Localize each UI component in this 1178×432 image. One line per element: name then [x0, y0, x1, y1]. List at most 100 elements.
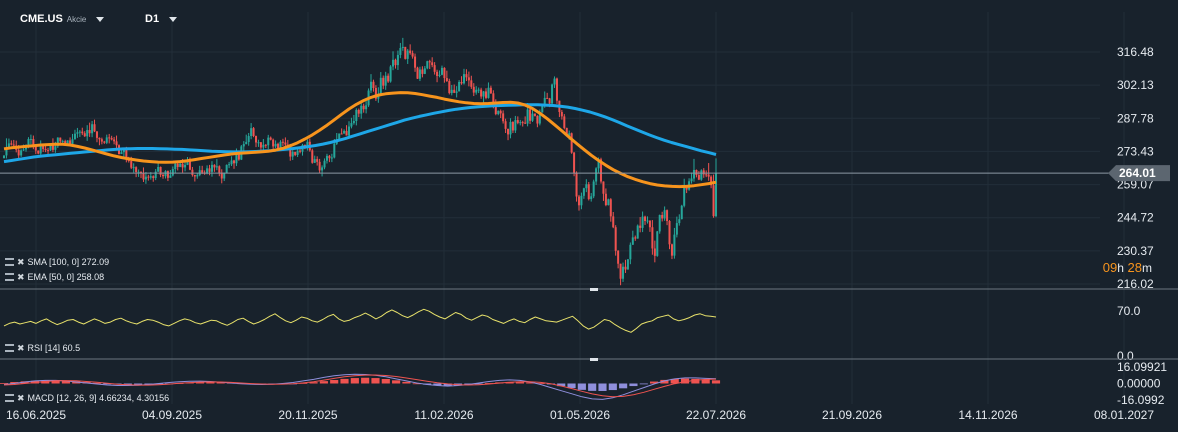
price-tick-label: 316.48 [1117, 45, 1154, 59]
close-icon[interactable]: ✖ [17, 271, 25, 282]
grid-lines [0, 12, 1125, 404]
candle-body [519, 122, 522, 124]
candle-body [577, 196, 580, 206]
macd-histogram-bar [608, 383, 617, 391]
candle-body [472, 86, 475, 93]
candle-body [714, 173, 718, 217]
candle-body [166, 171, 169, 178]
candle-body [360, 105, 363, 114]
moving-averages [3, 91, 717, 189]
candle-body [171, 169, 174, 176]
candle-body [436, 71, 439, 76]
candle-body [462, 74, 465, 84]
candle-body [220, 172, 223, 179]
candle-body [44, 148, 47, 151]
candle-body [81, 131, 84, 134]
candle-body [350, 123, 353, 127]
candle-body [201, 170, 204, 173]
legend-sma[interactable]: ✖ SMA [100, 0] 272.09 [5, 256, 109, 268]
candle-body [401, 46, 404, 49]
candle-body [7, 143, 10, 149]
candle-body [629, 244, 632, 260]
panel-dividers[interactable] [0, 288, 1178, 361]
candle-body [267, 137, 270, 146]
macd-histogram-bar [51, 380, 60, 384]
settings-icon[interactable] [5, 258, 14, 266]
candle-body [5, 148, 8, 156]
macd-histogram-bar [505, 381, 514, 384]
macd-histogram-bar [515, 382, 525, 384]
candle-body [707, 174, 710, 177]
candle-body [83, 133, 86, 137]
candle-body [323, 160, 326, 168]
settings-icon[interactable] [5, 273, 14, 281]
macd-histogram-bar [330, 380, 339, 384]
candle-body [382, 77, 385, 86]
macd-histogram-bar [402, 381, 411, 384]
candle-body [325, 155, 328, 161]
legend-ema[interactable]: ✖ EMA [50, 0] 258.08 [5, 271, 104, 283]
candle-body [639, 225, 642, 228]
legend-rsi[interactable]: ✖ RSI [14] 60.5 [5, 342, 80, 354]
candle-body [321, 167, 324, 171]
timeframe-selector[interactable]: D1 [145, 12, 178, 26]
rsi-line [3, 308, 717, 333]
macd-histogram-bar [412, 383, 421, 385]
candle-body [59, 137, 62, 142]
candle-body [636, 225, 639, 239]
macd-histogram-bar [103, 383, 112, 385]
candlesticks [2, 37, 718, 286]
candle-body [193, 175, 196, 177]
candle-body [338, 133, 341, 140]
candle-body [181, 163, 184, 168]
candle-body [502, 113, 505, 122]
candle-body [648, 220, 651, 228]
candle-body [499, 110, 502, 114]
x-tick-label: 16.06.2025 [6, 408, 66, 422]
macd-tick-label: -16.0992 [1117, 393, 1165, 407]
candle-body [206, 168, 209, 174]
candle-body [641, 216, 644, 228]
macd-histogram-bar [588, 383, 597, 391]
candle-body [73, 133, 76, 140]
macd-histogram-bar [619, 383, 628, 389]
price-tick-label: 244.72 [1117, 211, 1154, 225]
candle-body [465, 74, 468, 78]
candle-body [284, 142, 287, 145]
candle-body [599, 159, 603, 182]
candle-body [387, 75, 390, 82]
price-tick-label: 216.02 [1117, 277, 1154, 291]
candle-body [78, 131, 81, 133]
candle-body [103, 141, 106, 143]
candle-body [663, 210, 666, 219]
symbol-selector[interactable]: CME.US Akcie [20, 12, 105, 26]
macd-histogram-bar [123, 383, 132, 385]
candle-body [357, 109, 360, 114]
close-icon[interactable]: ✖ [17, 256, 25, 267]
candle-body [125, 149, 128, 158]
candle-body [365, 105, 368, 110]
candle-body [705, 174, 708, 176]
candle-body [455, 91, 458, 93]
candle-body [32, 139, 35, 146]
macd-histogram-bar [577, 383, 586, 390]
settings-icon[interactable] [5, 394, 14, 402]
close-icon[interactable]: ✖ [17, 342, 25, 353]
candle-body [438, 74, 441, 76]
candle-body [546, 97, 549, 99]
candle-body [247, 136, 250, 143]
candle-body [607, 199, 610, 206]
candle-body [458, 81, 461, 92]
countdown-hours-unit: h [1117, 261, 1124, 275]
candle-body [56, 137, 59, 147]
settings-icon[interactable] [5, 344, 14, 352]
legend-macd[interactable]: ✖ MACD [12, 26, 9] 4.66234, 4.30156 [5, 392, 169, 404]
candle-body [692, 169, 695, 179]
candle-body [132, 167, 135, 169]
candle-body [414, 56, 417, 68]
chevron-down-icon [96, 16, 105, 22]
close-icon[interactable]: ✖ [17, 392, 25, 403]
candle-body [700, 170, 703, 180]
